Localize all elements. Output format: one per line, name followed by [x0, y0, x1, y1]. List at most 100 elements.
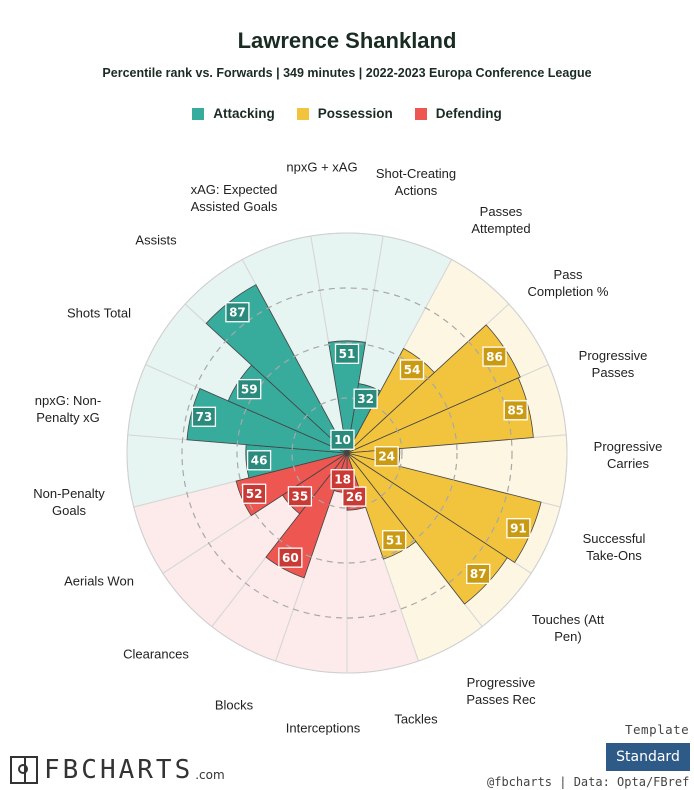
grid-ring-75: [181, 287, 513, 619]
category-label-line: Carries: [607, 456, 649, 471]
legend-label-attacking: Attacking: [213, 106, 275, 121]
value-label-successful-take-ons: 91: [506, 518, 531, 539]
chart-title: Lawrence Shankland: [237, 28, 457, 53]
value-label-progressive-carries: 24: [374, 446, 399, 467]
category-label-line: Assisted Goals: [191, 199, 278, 214]
category-label-progressive-passes-rec: Progressive Passes Rec: [466, 675, 536, 707]
category-label-successful-take-ons: Successful Take-Ons: [583, 531, 646, 563]
logo-text: FBCHARTS: [44, 755, 194, 785]
category-label-line: Passes: [592, 365, 635, 380]
bar-blocks: [265, 452, 348, 579]
category-label-shots-total: Shots Total: [67, 306, 131, 321]
value-text: 24: [378, 450, 395, 464]
category-label-line: Penalty xG: [36, 410, 100, 425]
value-label-blocks: 60: [278, 547, 303, 568]
value-text: 86: [486, 350, 503, 364]
value-box: [330, 469, 355, 490]
category-label-non-penalty-goals: Non-Penalty Goals: [33, 486, 105, 518]
value-text: 52: [246, 487, 263, 501]
value-text: 35: [292, 490, 309, 504]
category-label-line: Interceptions: [286, 721, 361, 736]
value-text: 46: [251, 454, 268, 468]
category-label-line: Shot-Creating: [376, 166, 456, 181]
value-box: [241, 483, 267, 504]
category-label-line: Clearances: [123, 647, 189, 662]
category-label-line: xAG: Expected: [191, 182, 278, 197]
value-label-npxg-non-penalty-xg: 73: [191, 406, 217, 427]
legend-swatch-defending: [414, 107, 427, 120]
value-box: [482, 346, 507, 367]
value-box: [382, 530, 407, 551]
chart-subtitle: Percentile rank vs. Forwards | 349 minut…: [102, 66, 592, 80]
category-label-clearances: Clearances: [123, 647, 189, 662]
value-box: [353, 388, 378, 409]
category-label-tackles: Tackles: [394, 712, 438, 727]
category-label-line: Pass: [554, 267, 583, 282]
category-label-line: Blocks: [215, 698, 254, 713]
category-label-line: Attempted: [471, 221, 530, 236]
legend-swatch-attacking: [192, 107, 205, 120]
bar-npxg-non-penalty-xg: [186, 387, 348, 454]
legend-label-defending: Defending: [435, 106, 502, 121]
value-label-non-penalty-goals: 46: [246, 450, 272, 471]
value-label-aerials-won: 52: [241, 483, 267, 504]
category-label-line: Actions: [395, 183, 438, 198]
value-text: 87: [470, 567, 487, 581]
value-box: [191, 406, 217, 427]
value-text: 18: [334, 473, 351, 487]
grid-ring-50: [236, 342, 458, 564]
value-text: 85: [507, 404, 524, 418]
pitch-icon: [10, 756, 38, 784]
category-label-line: Non-Penalty: [33, 486, 105, 501]
category-label-pass-completion: Pass Completion %: [528, 267, 609, 299]
category-label-line: Passes: [480, 204, 523, 219]
legend-item-possession: Possession: [296, 106, 393, 121]
value-box: [246, 450, 272, 471]
value-text: 54: [404, 363, 421, 377]
category-label-line: Progressive: [579, 348, 648, 363]
value-text: 60: [282, 551, 299, 565]
legend-label-possession: Possession: [317, 106, 393, 121]
logo-suffix: .com: [195, 768, 225, 782]
category-label-touches-att-pen: Touches (Att Pen): [532, 612, 605, 644]
fbcharts-logo: FBCHARTS .com: [10, 755, 225, 785]
category-label-passes-attempted: Passes Attempted: [471, 204, 530, 236]
category-label-line: Tackles: [394, 712, 438, 727]
value-labels: 51 32 54 86 85 24 91 87 51 26 18 60 35 52 46 73 59 87 10: [191, 302, 531, 584]
category-label-line: Touches (Att: [532, 612, 605, 627]
value-label-touches-att-pen: 87: [466, 563, 491, 584]
value-text: 87: [229, 306, 246, 320]
value-label-clearances: 35: [287, 486, 313, 507]
category-label-line: Passes Rec: [466, 692, 536, 707]
category-label-progressive-carries: Progressive Carries: [594, 439, 663, 471]
value-box: [225, 302, 250, 323]
value-label-pass-completion: 86: [482, 346, 507, 367]
category-label-line: Goals: [52, 503, 86, 518]
category-label-line: Shots Total: [67, 306, 131, 321]
category-label-npxg-xag: npxG + xAG: [286, 160, 357, 175]
category-label-aerials-won: Aerials Won: [64, 574, 134, 589]
value-box: [278, 547, 303, 568]
value-box: [334, 343, 360, 364]
value-box: [466, 563, 491, 584]
value-label-progressive-passes: 85: [503, 400, 528, 421]
category-label-line: Assists: [135, 233, 177, 248]
value-text: 10: [334, 433, 351, 447]
category-label-xag-expected-assisted-goals: xAG: Expected Assisted Goals: [191, 182, 278, 214]
value-box: [399, 359, 425, 380]
category-label-line: Progressive: [467, 675, 536, 690]
legend-item-attacking: Attacking: [192, 106, 275, 121]
category-label-blocks: Blocks: [215, 698, 254, 713]
template-select-button[interactable]: Standard: [606, 743, 690, 771]
value-label-shots-total: 59: [237, 378, 262, 400]
value-label-assists: 87: [225, 302, 250, 323]
template-label: Template: [625, 722, 690, 737]
category-label-assists: Assists: [135, 233, 177, 248]
grid-ring-25: [291, 397, 403, 509]
value-text: 91: [510, 521, 527, 535]
value-label-tackles: 26: [342, 486, 367, 507]
bar-progressive-passes: [346, 377, 534, 454]
value-label-shot-creating-actions: 32: [353, 388, 378, 409]
category-label-interceptions: Interceptions: [286, 721, 361, 736]
bar-npxg-xag: [328, 340, 366, 454]
